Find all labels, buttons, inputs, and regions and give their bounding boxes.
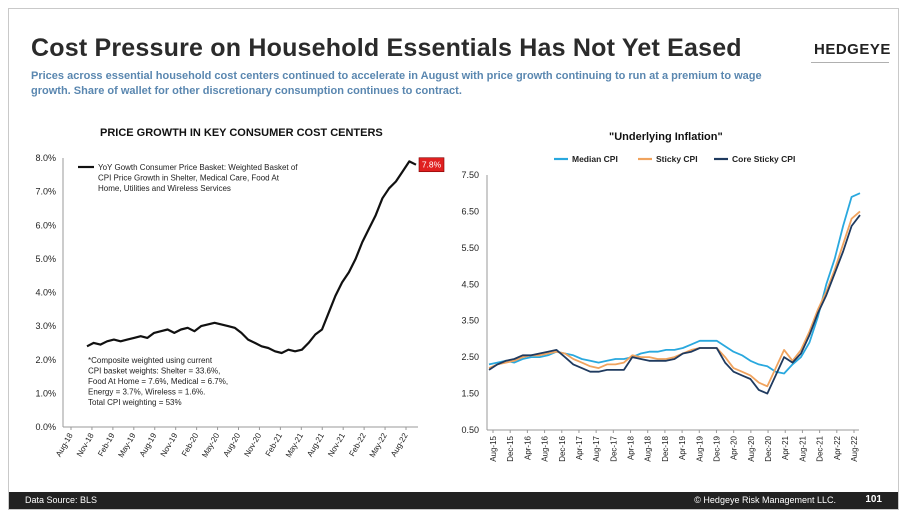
x-tick-label: Nov-21: [326, 431, 347, 458]
right-chart-title: "Underlying Inflation": [609, 131, 723, 143]
x-tick-label: Feb-19: [96, 431, 117, 458]
x-tick-label: Aug-22: [389, 431, 410, 458]
x-tick-label: Aug-15: [489, 435, 498, 461]
right-chart: 0.50 1.50 2.50 3.50 4.50 5.50 6.50 7.50 Aug-15 De…: [461, 154, 861, 462]
legend-label-1: Sticky CPI: [656, 154, 698, 164]
hedgeye-logo: HEDGEYE: [814, 41, 891, 58]
x-tick-label: Apr-19: [678, 435, 687, 460]
left-chart: 0.0% 1.0% 2.0% 3.0% 4.0% 5.0% 6.0% 7.0% 8.0% Aug-…: [35, 153, 445, 459]
x-tick-label: May-19: [116, 431, 137, 459]
series-line-1: [488, 210, 861, 388]
copyright: © Hedgeye Risk Management LLC.: [694, 495, 836, 505]
x-tick-label: Feb-22: [347, 431, 368, 458]
y-tick-label: 6.50: [461, 206, 479, 216]
x-tick-label: Aug-21: [305, 431, 326, 458]
y-tick-label: 7.50: [461, 170, 479, 180]
y-tick-label: 6.0%: [35, 220, 56, 230]
x-tick-label: Aug-20: [747, 435, 756, 461]
footer-bar: Data Source: BLS © Hedgeye Risk Manageme…: [9, 492, 898, 509]
x-tick-label: May-22: [368, 431, 389, 459]
x-tick-label: Aug-18: [644, 435, 653, 461]
y-tick-label: 8.0%: [35, 153, 56, 163]
x-tick-label: Apr-18: [627, 435, 636, 460]
left-chart-title: PRICE GROWTH IN KEY CONSUMER COST CENTER…: [100, 127, 383, 139]
logo-underline: [811, 62, 889, 63]
y-tick-label: 4.50: [461, 279, 479, 289]
x-tick-label: Apr-20: [730, 435, 739, 460]
y-tick-label: 5.0%: [35, 254, 56, 264]
x-tick-label: Dec-21: [816, 435, 825, 461]
y-tick-label: 3.50: [461, 316, 479, 326]
y-tick-label: 3.0%: [35, 321, 56, 331]
x-tick-label: Dec-15: [506, 435, 515, 461]
x-tick-label: May-20: [200, 431, 221, 459]
page-subtitle: Prices across essential household cost c…: [31, 70, 762, 97]
x-tick-label: Apr-16: [523, 435, 532, 460]
series-line-2: [488, 214, 861, 395]
consumer-basket-series-line: [86, 160, 417, 355]
last-value-label: 7.8%: [422, 160, 442, 170]
series-line-0: [488, 192, 861, 375]
x-tick-label: Nov-18: [75, 431, 96, 458]
y-tick-label: 2.50: [461, 352, 479, 362]
last-value-callout: [418, 157, 445, 173]
x-tick-label: Apr-21: [781, 435, 790, 460]
legend-label: YoY Gowth Consumer Price Basket: Weighte…: [98, 163, 298, 193]
y-tick-label: 2.0%: [35, 355, 56, 365]
y-tick-label: 7.0%: [35, 187, 56, 197]
y-tick-label: 1.0%: [35, 388, 56, 398]
x-tick-label: Aug-20: [222, 431, 243, 458]
x-tick-label: Apr-17: [575, 435, 584, 460]
x-tick-label: Dec-16: [558, 435, 567, 461]
x-tick-label: Aug-16: [541, 435, 550, 461]
x-tick-label: Nov-19: [159, 431, 180, 458]
y-tick-label: 0.0%: [35, 422, 56, 432]
x-tick-label: Aug-17: [592, 435, 601, 461]
x-tick-label: Aug-22: [850, 435, 859, 461]
x-tick-label: Feb-21: [264, 431, 285, 458]
x-tick-label: Nov-20: [242, 431, 263, 458]
y-tick-label: 0.50: [461, 425, 479, 435]
page-title: Cost Pressure on Household Essentials Ha…: [31, 34, 742, 62]
x-tick-label: Dec-17: [609, 435, 618, 461]
x-tick-label: Aug-19: [138, 431, 159, 458]
x-tick-label: Aug-19: [695, 435, 704, 461]
y-tick-label: 1.50: [461, 389, 479, 399]
x-tick-label: Aug-18: [54, 431, 75, 458]
x-tick-label: May-21: [284, 431, 305, 459]
x-tick-label: Aug-21: [798, 435, 807, 461]
x-tick-label: Feb-20: [180, 431, 201, 458]
x-tick-label: Apr-22: [833, 435, 842, 460]
composite-note: *Composite weighted using current CPI bas…: [88, 356, 228, 407]
legend-label-0: Median CPI: [572, 154, 618, 164]
x-tick-label: Dec-19: [712, 435, 721, 461]
x-tick-label: Dec-18: [661, 435, 670, 461]
y-tick-label: 4.0%: [35, 288, 56, 298]
data-source: Data Source: BLS: [25, 495, 98, 505]
page-number: 101: [865, 494, 882, 505]
legend-label-2: Core Sticky CPI: [732, 154, 795, 164]
y-tick-label: 5.50: [461, 243, 479, 253]
x-tick-label: Dec-20: [764, 435, 773, 461]
slide-frame: [8, 8, 899, 510]
